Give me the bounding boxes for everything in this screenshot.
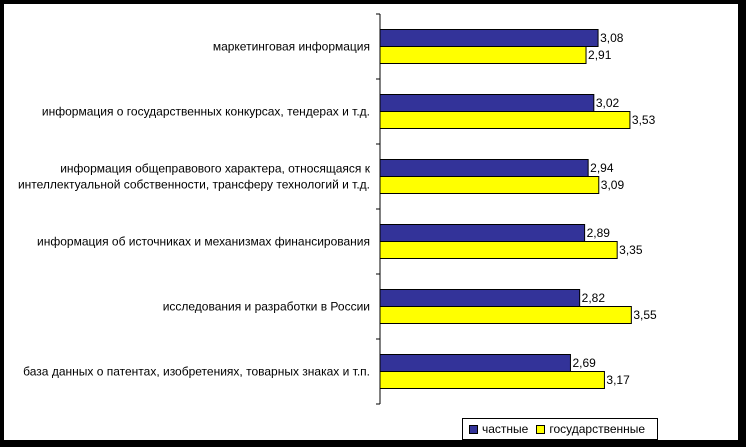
category-label: база данных о патентах, изобретениях, то…: [23, 365, 370, 379]
bar-state: [379, 176, 600, 194]
data-label: 2,94: [590, 161, 614, 175]
category-label: информация об источниках и механизмах фи…: [37, 235, 370, 249]
bar-private: [379, 29, 599, 47]
data-label: 3,55: [633, 308, 657, 322]
legend-label-private: частные: [482, 422, 529, 436]
bar-private: [379, 354, 571, 372]
legend-label-state: государственные: [549, 422, 646, 436]
data-label: 3,17: [606, 373, 630, 387]
data-label: 3,08: [600, 31, 624, 45]
category-label: информация о государственных конкурсах, …: [42, 105, 370, 119]
legend-item-private: частные: [469, 422, 528, 436]
legend-swatch-private: [469, 424, 478, 434]
bar-state: [379, 241, 618, 259]
data-label: 2,82: [582, 291, 606, 305]
bar-private: [379, 159, 589, 177]
data-label: 3,35: [619, 243, 643, 257]
data-label: 2,89: [587, 226, 611, 240]
category-label: информация общеправового характера, отно…: [18, 162, 371, 192]
bar-chart: маркетинговая информация 3,08 2,91 информац…: [18, 13, 657, 405]
category-label: исследования и разработки в России: [163, 300, 370, 314]
legend-item-state: государственные: [536, 422, 645, 436]
bar-state: [379, 371, 605, 389]
data-label: 3,53: [632, 113, 656, 127]
data-label: 3,02: [596, 96, 620, 110]
bar-private: [379, 289, 581, 307]
chart-frame: маркетинговая информация 3,08 2,91 информац…: [4, 4, 738, 440]
data-label: 2,91: [588, 48, 612, 62]
bar-state: [379, 306, 632, 324]
bar-state: [379, 46, 587, 64]
data-label: 2,69: [572, 356, 596, 370]
data-label: 3,09: [601, 178, 625, 192]
category-label: маркетинговая информация: [213, 40, 370, 54]
bar-private: [379, 224, 586, 242]
legend-swatch-state: [536, 424, 546, 434]
legend: частные государственные: [462, 418, 658, 440]
bar-private: [379, 94, 595, 112]
bar-state: [379, 111, 631, 129]
